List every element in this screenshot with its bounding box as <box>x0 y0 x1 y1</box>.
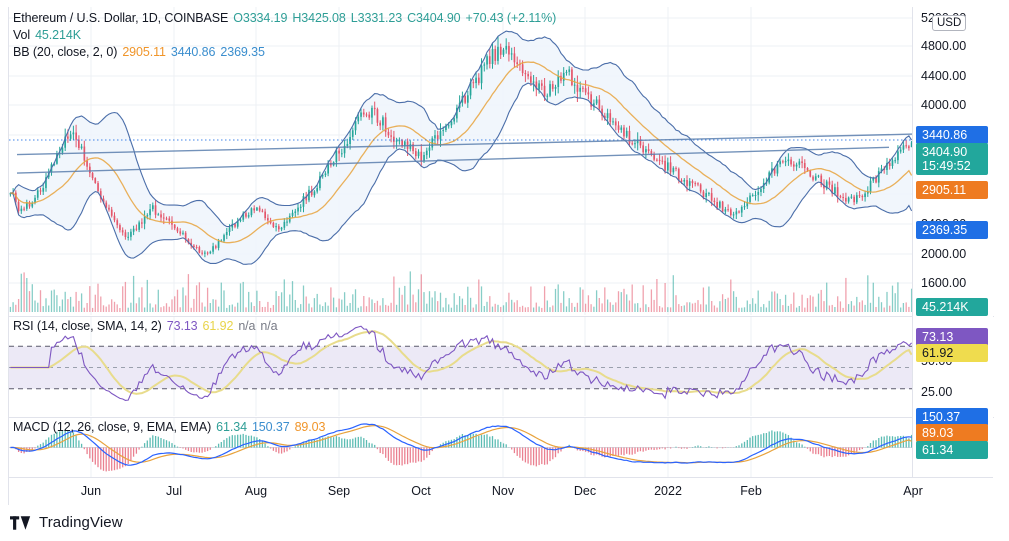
axis-badge-time: 15:49:52 <box>922 159 971 173</box>
axis-price-badge[interactable]: 61.34 <box>916 441 988 459</box>
rsi-pane[interactable] <box>9 317 913 416</box>
axis-price-badge[interactable]: 89.03 <box>916 424 988 442</box>
axis-price-badge[interactable]: 3440.86 <box>916 126 988 144</box>
axis-price-badge[interactable]: 73.13 <box>916 328 988 346</box>
axis-tick-label: 25.00 <box>921 385 953 399</box>
pane-divider-1 <box>9 316 994 317</box>
tradingview-logo-icon <box>10 515 31 530</box>
time-axis-label: Feb <box>740 484 762 498</box>
axis-tick-label: 4800.00 <box>921 39 967 53</box>
time-axis-label: Aug <box>244 484 268 498</box>
axis-price-badge[interactable]: 2369.35 <box>916 221 988 239</box>
rsi-plot <box>9 317 913 416</box>
price-plot <box>9 7 913 315</box>
axis-tick-label: 1600.00 <box>921 276 967 290</box>
pane-divider-2 <box>9 417 994 418</box>
time-axis-label: Oct <box>411 484 431 498</box>
macd-pane[interactable] <box>9 418 913 477</box>
axis-price-badge[interactable]: 3404.90 15:49:52 <box>916 143 988 175</box>
time-axis-label: Nov <box>491 484 515 498</box>
axis-price-badge[interactable]: 45.214K <box>916 298 988 316</box>
time-axis[interactable]: Jun Jul Aug Sep Oct Nov Dec 2022 Feb Apr <box>9 477 993 505</box>
chart-frame: 5200.004800.004400.004000.003600.002800.… <box>8 7 994 505</box>
time-axis-label: 2022 <box>654 484 682 498</box>
price-pane[interactable] <box>9 7 913 315</box>
footer: TradingView <box>10 514 123 531</box>
axis-price-badge[interactable]: 150.37 <box>916 408 988 426</box>
price-axis[interactable]: 5200.004800.004400.004000.003600.002800.… <box>912 7 993 478</box>
axis-price-badge[interactable]: 2905.11 <box>916 181 988 199</box>
time-axis-label: Apr <box>903 484 923 498</box>
tradingview-wordmark: TradingView <box>39 514 123 531</box>
axis-tick-label: 2000.00 <box>921 247 967 261</box>
axis-price-badge[interactable]: 61.92 <box>916 344 988 362</box>
macd-plot <box>9 418 913 477</box>
currency-chip[interactable]: USD <box>932 15 967 31</box>
time-axis-label: Jun <box>80 484 102 498</box>
time-axis-label: Dec <box>573 484 597 498</box>
time-axis-label: Jul <box>166 484 182 498</box>
time-axis-label: Sep <box>327 484 351 498</box>
axis-tick-label: 4000.00 <box>921 98 967 112</box>
axis-tick-label: 4400.00 <box>921 69 967 83</box>
